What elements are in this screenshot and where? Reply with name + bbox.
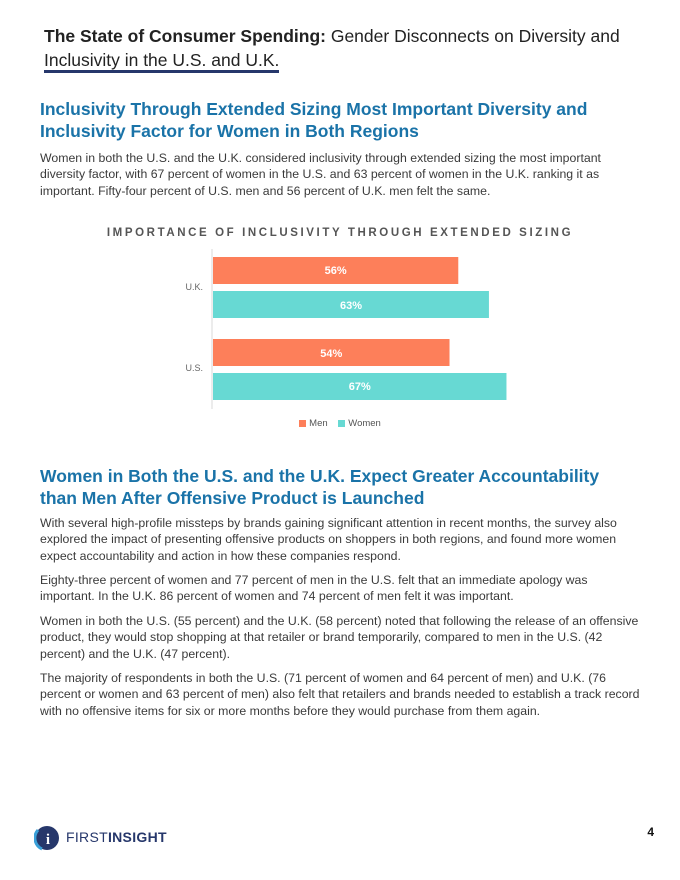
data-label-uk-men: 56% xyxy=(325,265,347,277)
legend-label-men: Men xyxy=(309,418,328,429)
logo-icon-letter: i xyxy=(46,832,50,848)
section1-paragraph: Women in both the U.S. and the U.K. cons… xyxy=(40,151,601,198)
data-label-us-women: 67% xyxy=(349,381,371,393)
chart-legend: Men Women xyxy=(0,418,680,429)
section2-paragraph-3: Women in both the U.S. (55 percent) and … xyxy=(40,614,639,661)
header-underline xyxy=(44,70,279,73)
header-title-bold: The State of Consumer Spending: xyxy=(44,26,326,46)
bar-us-men xyxy=(213,339,450,366)
section1-heading: Inclusivity Through Extended Sizing Most… xyxy=(40,99,588,141)
data-label-us-men: 54% xyxy=(320,348,342,360)
document-header: The State of Consumer Spending: Gender D… xyxy=(44,24,644,72)
bar-uk-women xyxy=(213,291,489,318)
legend-item-men: Men xyxy=(299,418,328,429)
legend-label-women: Women xyxy=(348,418,381,429)
logo-text-first: FIRST xyxy=(66,829,108,845)
category-label-us: U.S. xyxy=(185,363,203,373)
bar-us-women xyxy=(213,373,507,400)
legend-item-women: Women xyxy=(338,418,381,429)
logo-text-insight: INSIGHT xyxy=(107,829,167,845)
legend-swatch-men xyxy=(299,419,307,427)
bar-chart: U.K. U.S. 56% 63% 54% 67% xyxy=(185,249,507,409)
section2-paragraph-1: With several high-profile missteps by br… xyxy=(40,516,617,563)
section2-paragraph-4: The majority of respondents in both the … xyxy=(40,671,640,718)
header-title-rest: Gender Disconnects on Diversity and Incl… xyxy=(44,26,620,70)
bar-uk-men xyxy=(213,257,459,284)
legend-swatch-women xyxy=(338,419,346,427)
page-number: 4 xyxy=(647,825,654,839)
first-insight-logo-text: FIRSTINSIGHT xyxy=(66,829,167,845)
section2-paragraph-2: Eighty-three percent of women and 77 per… xyxy=(40,573,588,604)
first-insight-logo-icon: i xyxy=(34,826,59,851)
chart-title: IMPORTANCE OF INCLUSIVITY THROUGH EXTEND… xyxy=(106,227,574,239)
section2-heading: Women in Both the U.S. and the U.K. Expe… xyxy=(40,466,600,508)
category-label-uk: U.K. xyxy=(185,282,203,292)
data-label-uk-women: 63% xyxy=(340,300,362,312)
